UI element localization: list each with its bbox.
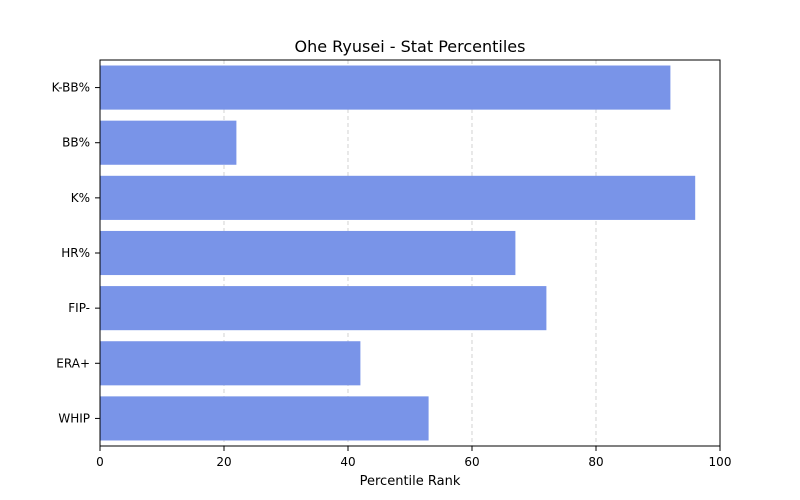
x-tick-label: 100: [709, 455, 732, 469]
bar-fip-: [100, 286, 547, 331]
x-tick-label: 40: [340, 455, 355, 469]
y-tick-label: FIP-: [68, 301, 90, 315]
y-tick-label: K-BB%: [52, 81, 90, 95]
bar-whip: [100, 396, 429, 441]
bar-era-: [100, 341, 361, 386]
bars: [100, 65, 696, 441]
bar-hr-: [100, 230, 516, 276]
y-tick-label: ERA+: [56, 356, 90, 370]
chart-title: Ohe Ryusei - Stat Percentiles: [295, 37, 526, 56]
bar-k-bb-: [100, 65, 671, 110]
x-tick-label: 80: [588, 455, 603, 469]
x-tick-label: 60: [464, 455, 479, 469]
y-tick-label: HR%: [61, 246, 90, 260]
y-axis-ticks: K-BB% BB% K% HR% FIP- ERA+ WHIP: [52, 81, 100, 425]
bar-bb-: [100, 120, 237, 165]
y-tick-label: K%: [71, 191, 90, 205]
x-tick-label: 0: [96, 455, 104, 469]
y-tick-label: BB%: [62, 136, 90, 150]
bar-k-: [100, 175, 696, 220]
x-tick-label: 20: [216, 455, 231, 469]
plot-frame: [99, 59, 721, 447]
y-tick-label: WHIP: [58, 411, 90, 425]
x-axis-label: Percentile Rank: [360, 474, 461, 489]
x-axis-ticks: 0 20 40 60 80 100: [96, 446, 731, 469]
